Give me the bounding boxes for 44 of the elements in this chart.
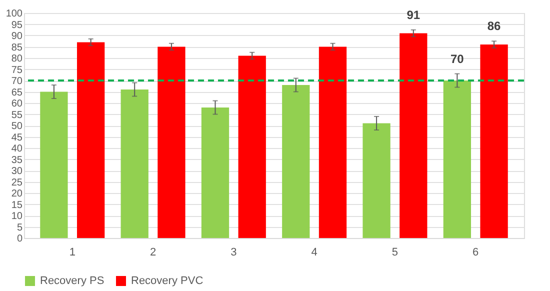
x-tick-label: 4 [311,246,318,258]
y-tick-label: 40 [11,144,23,154]
bar [76,42,105,238]
x-tick-label: 2 [150,246,156,258]
legend-label: Recovery PVC [131,275,204,287]
y-tick-label: 20 [11,188,23,200]
bar [362,123,390,238]
bar [158,46,186,238]
y-tick-label: 30 [11,166,23,177]
bar [40,92,68,238]
bar [443,80,472,238]
y-tick-label: 70 [11,76,23,87]
y-tick-label: 85 [11,42,23,54]
data-label: 86 [487,19,502,34]
data-label: 70 [450,52,464,66]
y-tick-label: 60 [11,98,23,110]
y-tick-label: 25 [11,177,23,188]
y-tick-label: 100 [6,8,23,20]
y-tick-label: 50 [11,121,23,132]
bar [480,44,508,238]
y-tick-label: 5 [16,222,23,234]
bar [318,46,347,238]
data-label: 91 [406,8,420,22]
y-tick-label: 95 [11,20,23,31]
y-tick-label: 0 [16,234,23,244]
bar [238,56,266,238]
y-tick-label: 90 [11,31,23,42]
bar [201,108,230,238]
x-tick-label: 5 [392,246,398,258]
bar [400,33,428,238]
bar [282,85,310,238]
y-tick-label: 15 [11,200,23,211]
y-tick-label: 35 [11,154,23,166]
bar [120,90,148,238]
y-tick-label: 55 [11,110,23,121]
x-tick-label: 6 [472,246,479,258]
y-tick-label: 65 [11,87,23,98]
legend-label: Recovery PS [40,275,104,287]
y-tick-label: 80 [11,54,23,64]
x-tick-label: 1 [69,246,76,258]
y-tick-label: 45 [11,132,23,144]
x-tick-label: 3 [230,246,237,258]
y-tick-label: 75 [11,64,23,76]
y-tick-label: 10 [11,211,23,222]
